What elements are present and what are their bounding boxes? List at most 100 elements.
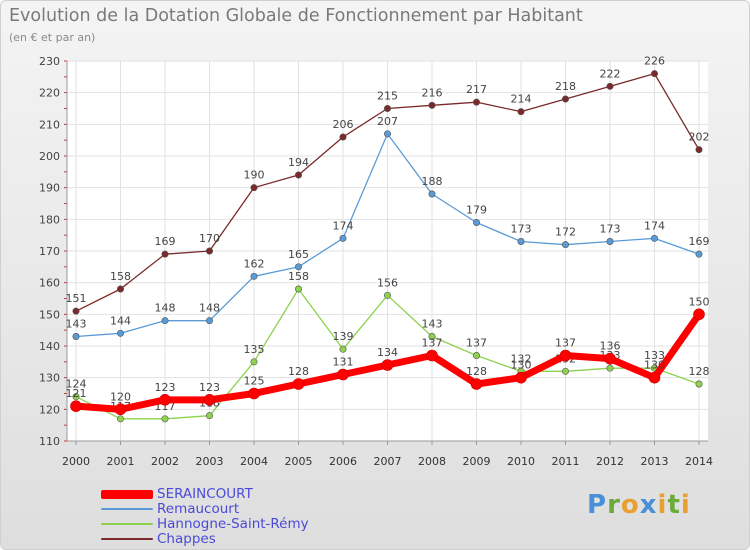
y-tick-label: 210: [39, 118, 60, 131]
data-point-remaucourt: [428, 190, 436, 198]
x-tick-label: 2002: [151, 455, 179, 468]
data-point-hannogne-saint-remy: [161, 415, 169, 423]
x-tick-label: 2010: [507, 455, 535, 468]
data-label-chappes: 218: [555, 80, 576, 93]
data-label-seraincourt: 123: [155, 381, 176, 394]
y-tick-label: 190: [39, 182, 60, 195]
x-tick-label: 2000: [62, 455, 90, 468]
y-tick-label: 110: [39, 435, 60, 448]
data-point-remaucourt: [117, 329, 125, 337]
data-label-chappes: 216: [422, 86, 443, 99]
data-label-hannogne-saint-remy: 128: [689, 365, 710, 378]
data-point-hannogne-saint-remy: [561, 367, 569, 375]
x-tick-label: 2007: [374, 455, 402, 468]
data-point-chappes: [250, 184, 258, 192]
data-label-seraincourt: 136: [600, 340, 621, 353]
x-tick-label: 2003: [196, 455, 224, 468]
data-label-remaucourt: 148: [155, 302, 176, 315]
data-point-seraincourt: [292, 378, 305, 390]
x-tick-label: 2011: [552, 455, 580, 468]
data-label-chappes: 206: [333, 118, 354, 131]
data-label-hannogne-saint-remy: 135: [244, 343, 265, 356]
data-point-chappes: [339, 133, 347, 141]
data-label-hannogne-saint-remy: 143: [422, 318, 443, 331]
y-tick-label: 220: [39, 87, 60, 100]
data-label-remaucourt: 162: [244, 257, 265, 270]
data-label-chappes: 215: [377, 90, 398, 103]
data-point-chappes: [517, 108, 525, 116]
data-label-seraincourt: 150: [689, 295, 710, 308]
data-label-remaucourt: 173: [600, 223, 621, 236]
data-label-chappes: 217: [466, 83, 487, 96]
data-point-seraincourt: [470, 378, 483, 390]
data-point-hannogne-saint-remy: [695, 380, 703, 388]
y-tick-label: 130: [39, 372, 60, 385]
data-point-remaucourt: [72, 332, 80, 340]
data-point-hannogne-saint-remy: [428, 332, 436, 340]
data-label-remaucourt: 144: [110, 314, 131, 327]
data-point-hannogne-saint-remy: [206, 412, 214, 420]
data-label-seraincourt: 137: [422, 337, 443, 350]
data-point-remaucourt: [472, 219, 480, 227]
data-point-chappes: [294, 171, 302, 179]
data-label-remaucourt: 148: [199, 302, 220, 315]
x-tick-label: 2006: [329, 455, 357, 468]
data-label-seraincourt: 120: [110, 390, 131, 403]
data-point-seraincourt: [114, 403, 127, 416]
data-point-chappes: [472, 98, 480, 106]
legend-swatch: [101, 508, 153, 510]
legend-swatch: [101, 489, 153, 499]
y-tick-label: 200: [39, 150, 60, 163]
y-tick-label: 170: [39, 245, 60, 258]
legend-swatch: [101, 523, 153, 525]
data-label-remaucourt: 165: [288, 248, 309, 261]
data-point-hannogne-saint-remy: [339, 345, 347, 353]
data-point-hannogne-saint-remy: [606, 364, 614, 372]
y-tick-label: 180: [39, 213, 60, 226]
y-tick-label: 140: [39, 340, 60, 353]
data-point-remaucourt: [294, 263, 302, 271]
legend-label: Remaucourt: [157, 501, 240, 517]
legend-item-hannogne-saint-remy: Hannogne-Saint-Rémy: [101, 517, 309, 531]
legend-item-remaucourt: Remaucourt: [101, 502, 239, 516]
data-point-remaucourt: [561, 241, 569, 249]
data-label-seraincourt: 125: [244, 375, 265, 388]
data-label-seraincourt: 137: [555, 337, 576, 350]
data-point-seraincourt: [693, 308, 705, 321]
data-label-chappes: 169: [155, 235, 176, 248]
data-label-remaucourt: 174: [644, 219, 665, 232]
data-point-chappes: [206, 247, 214, 255]
data-label-seraincourt: 128: [466, 365, 487, 378]
chart-title: Evolution de la Dotation Globale de Fonc…: [9, 6, 583, 26]
data-point-hannogne-saint-remy: [117, 415, 125, 423]
proxiti-logo: Proxiti: [587, 490, 691, 520]
chart-subtitle: (en € et par an): [9, 31, 96, 44]
x-tick-label: 2008: [418, 455, 446, 468]
data-point-seraincourt: [337, 368, 349, 381]
data-point-remaucourt: [250, 272, 258, 280]
data-label-chappes: 214: [511, 93, 532, 106]
data-point-seraincourt: [648, 371, 661, 384]
data-point-seraincourt: [203, 394, 216, 406]
y-tick-label: 120: [39, 403, 60, 416]
data-point-chappes: [650, 70, 658, 78]
data-label-hannogne-saint-remy: 139: [333, 330, 354, 343]
legend-label: Hannogne-Saint-Rémy: [157, 516, 309, 532]
data-label-remaucourt: 169: [689, 235, 710, 248]
data-point-remaucourt: [517, 238, 525, 246]
x-tick-label: 2012: [596, 455, 624, 468]
data-point-chappes: [161, 250, 169, 258]
y-tick-label: 230: [39, 55, 60, 68]
data-point-seraincourt: [604, 352, 616, 365]
data-point-remaucourt: [161, 317, 169, 325]
data-point-seraincourt: [381, 359, 394, 371]
data-label-chappes: 194: [288, 156, 309, 169]
x-tick-label: 2005: [285, 455, 313, 468]
data-point-hannogne-saint-remy: [294, 285, 302, 293]
data-label-remaucourt: 207: [377, 115, 398, 128]
data-point-seraincourt: [248, 387, 260, 400]
data-label-seraincourt: 123: [199, 381, 220, 394]
data-point-seraincourt: [515, 371, 527, 384]
data-label-seraincourt: 130: [511, 359, 532, 372]
x-tick-label: 2014: [685, 455, 713, 468]
